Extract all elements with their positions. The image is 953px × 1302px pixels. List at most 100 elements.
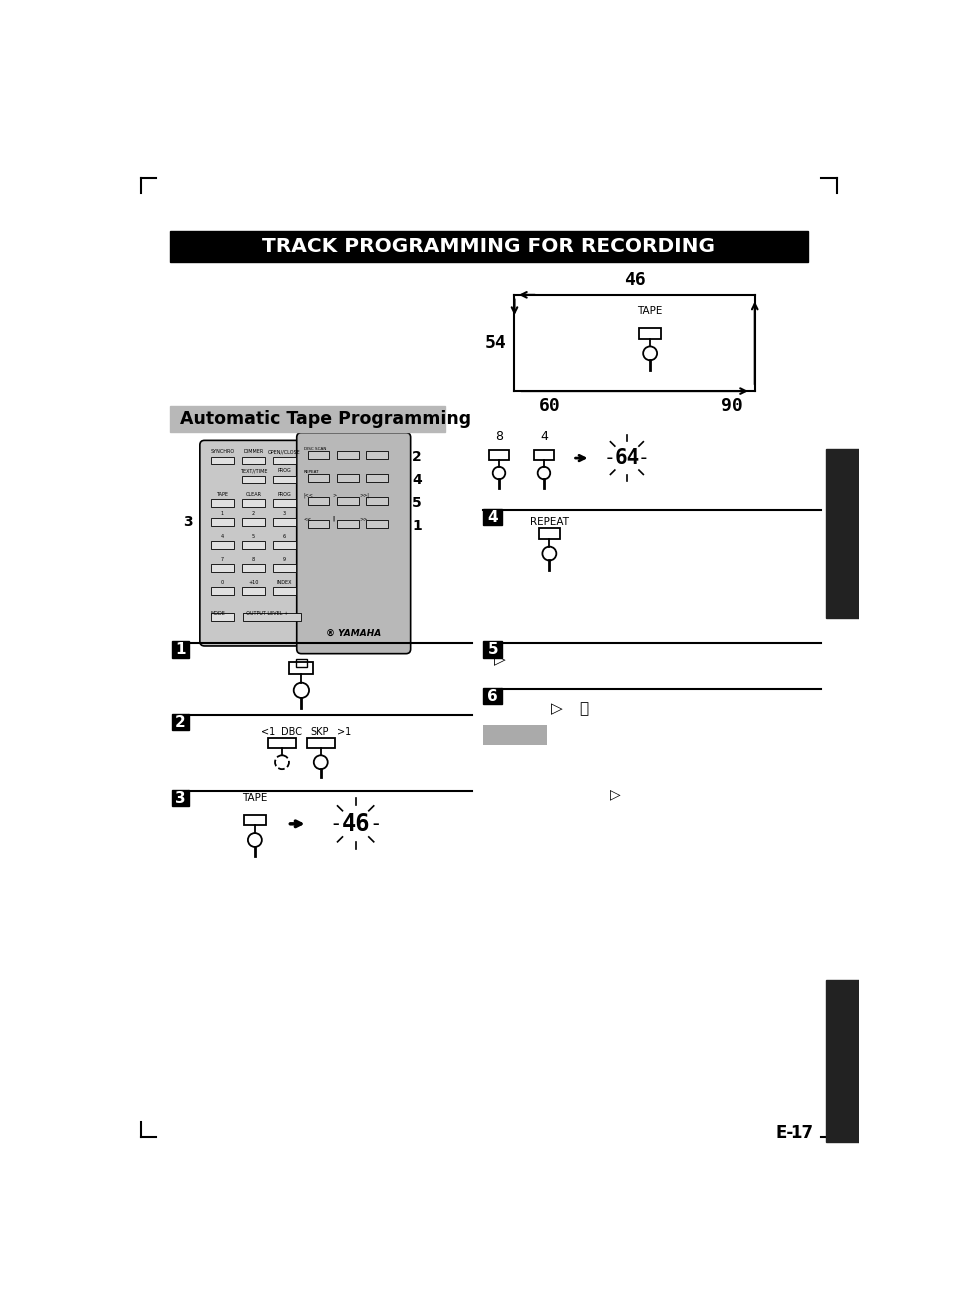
Bar xyxy=(537,529,559,539)
Text: 0: 0 xyxy=(220,581,224,585)
Bar xyxy=(211,613,233,621)
Bar xyxy=(307,521,329,529)
Bar xyxy=(366,474,388,482)
Text: 8: 8 xyxy=(252,557,254,562)
Text: 6: 6 xyxy=(282,534,286,539)
Text: 46: 46 xyxy=(623,271,645,289)
Text: 1: 1 xyxy=(220,510,224,516)
Bar xyxy=(172,642,189,658)
Bar xyxy=(172,713,189,730)
Bar xyxy=(243,613,301,621)
Bar xyxy=(534,450,553,460)
Text: -: - xyxy=(369,814,382,833)
Text: 17: 17 xyxy=(789,1124,812,1142)
Bar xyxy=(241,475,265,483)
Bar xyxy=(211,564,233,572)
Bar xyxy=(273,542,295,549)
Text: REPEAT: REPEAT xyxy=(303,470,319,474)
Bar xyxy=(307,497,329,505)
Text: REPEAT: REPEAT xyxy=(529,517,568,527)
Text: DIMMER: DIMMER xyxy=(243,449,263,454)
Bar xyxy=(366,452,388,458)
Bar xyxy=(241,518,265,526)
Text: SKP: SKP xyxy=(310,727,328,737)
Bar xyxy=(170,230,807,262)
Bar xyxy=(483,509,501,525)
Bar xyxy=(273,457,295,465)
Text: 4: 4 xyxy=(220,534,224,539)
Text: TAPE: TAPE xyxy=(242,793,267,803)
Text: 2: 2 xyxy=(175,715,186,729)
Bar xyxy=(307,474,329,482)
Text: -: - xyxy=(329,814,341,833)
Bar xyxy=(241,564,265,572)
Text: ▷: ▷ xyxy=(551,702,562,716)
Text: 1: 1 xyxy=(175,642,186,658)
Text: 6: 6 xyxy=(487,689,497,703)
Text: SYNCHRO: SYNCHRO xyxy=(210,449,234,454)
Text: -: - xyxy=(638,449,649,467)
Text: CLEAR: CLEAR xyxy=(245,492,261,496)
Text: |<<: |<< xyxy=(303,492,314,499)
Text: 8: 8 xyxy=(495,431,502,444)
Bar xyxy=(483,642,501,658)
Bar xyxy=(366,521,388,529)
Text: ▷: ▷ xyxy=(609,786,619,801)
Text: Automatic Tape Programming: Automatic Tape Programming xyxy=(179,410,471,428)
Text: 54: 54 xyxy=(484,333,506,352)
Text: >>|: >>| xyxy=(359,492,369,499)
Text: 3: 3 xyxy=(183,516,193,529)
Bar xyxy=(336,521,358,529)
Text: PROG: PROG xyxy=(277,469,291,474)
Bar xyxy=(483,687,501,703)
Bar xyxy=(211,457,233,465)
Bar xyxy=(241,587,265,595)
Bar xyxy=(336,497,358,505)
Text: TEXT//TIME: TEXT//TIME xyxy=(239,469,267,474)
Bar xyxy=(336,474,358,482)
Bar xyxy=(268,738,295,749)
Text: 64: 64 xyxy=(614,448,639,469)
Bar xyxy=(273,475,295,483)
Text: 90: 90 xyxy=(720,397,741,415)
Bar xyxy=(289,663,313,674)
Text: >: > xyxy=(332,492,336,497)
Text: >1: >1 xyxy=(336,727,351,737)
Text: ||: || xyxy=(332,516,335,521)
Text: 5: 5 xyxy=(487,642,497,658)
Text: PROG: PROG xyxy=(277,492,291,496)
Bar xyxy=(273,564,295,572)
Text: 60: 60 xyxy=(537,397,559,415)
Text: MODE: MODE xyxy=(211,611,225,616)
Bar xyxy=(241,457,265,465)
Text: 4: 4 xyxy=(487,510,497,525)
Bar xyxy=(366,497,388,505)
Text: 3: 3 xyxy=(175,790,186,806)
Text: TRACK PROGRAMMING FOR RECORDING: TRACK PROGRAMMING FOR RECORDING xyxy=(262,237,715,255)
Bar xyxy=(307,738,335,749)
Bar xyxy=(241,542,265,549)
Bar xyxy=(211,542,233,549)
Bar xyxy=(336,452,358,458)
Text: 3: 3 xyxy=(282,510,286,516)
Text: 1: 1 xyxy=(412,518,421,533)
Bar xyxy=(295,659,307,667)
Bar xyxy=(273,518,295,526)
Text: -: - xyxy=(603,449,615,467)
Bar xyxy=(211,499,233,506)
Text: 9: 9 xyxy=(282,557,286,562)
Text: TAPE: TAPE xyxy=(216,492,228,496)
Bar xyxy=(825,980,858,1142)
Text: OPEN//CLOSE: OPEN//CLOSE xyxy=(268,449,300,454)
FancyBboxPatch shape xyxy=(199,440,314,646)
Bar xyxy=(273,499,295,506)
Text: ® YAMAHA: ® YAMAHA xyxy=(325,629,380,638)
Bar xyxy=(483,724,546,745)
Text: - OUTPUT LEVEL +: - OUTPUT LEVEL + xyxy=(243,611,288,616)
Text: 2: 2 xyxy=(412,449,421,464)
Text: <<: << xyxy=(303,516,312,521)
Text: 4: 4 xyxy=(412,473,421,487)
Text: ▷: ▷ xyxy=(493,652,505,668)
FancyBboxPatch shape xyxy=(296,432,410,654)
Bar xyxy=(211,587,233,595)
